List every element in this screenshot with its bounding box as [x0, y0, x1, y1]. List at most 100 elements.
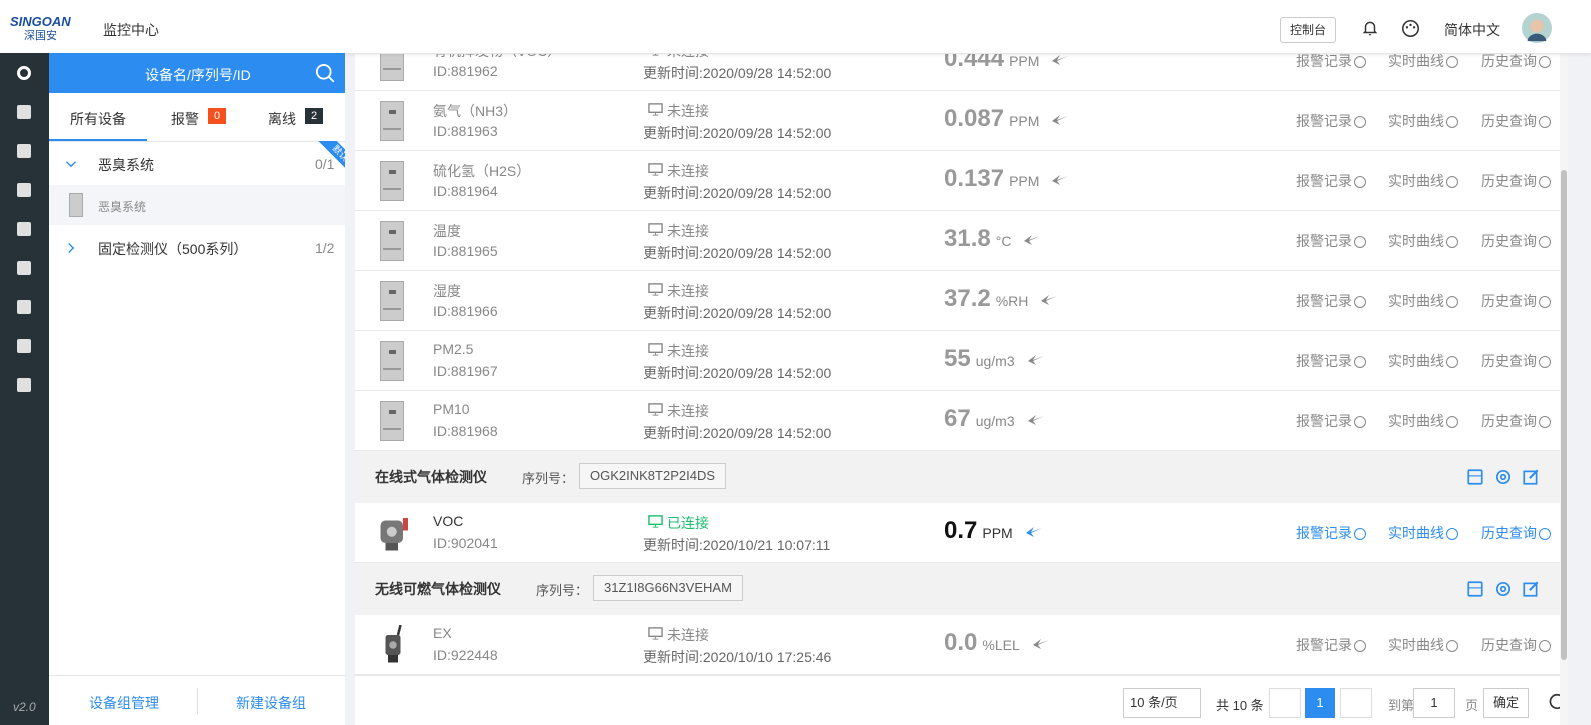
nav-icon[interactable] [17, 105, 31, 119]
action-link[interactable]: 报警记录 [1296, 635, 1366, 655]
action-link[interactable]: 历史查询 [1481, 523, 1551, 543]
action-link[interactable]: 历史查询 [1481, 51, 1551, 71]
edit-icon[interactable] [1522, 580, 1540, 598]
device-icon-detail [389, 170, 396, 174]
notification-icon[interactable] [1361, 19, 1379, 37]
group-title: 无线可燃气体检测仪 [375, 581, 501, 597]
nav-icon[interactable] [17, 66, 31, 80]
action-link[interactable]: 历史查询 [1481, 231, 1551, 251]
status-icon [648, 514, 663, 529]
update-time: 更新时间:2020/09/28 14:52:00 [643, 305, 832, 321]
device-icon [380, 401, 404, 441]
settings-icon[interactable] [1494, 580, 1512, 598]
action-link[interactable]: 历史查询 [1481, 351, 1551, 371]
trend-icon [1040, 293, 1058, 305]
page-size-select[interactable]: 10 条/页 [1123, 688, 1201, 718]
nav-icon[interactable] [17, 222, 31, 236]
group-row[interactable]: 恶臭系统 0/1 默认 [49, 141, 345, 185]
expand-icon [65, 241, 77, 253]
action-link[interactable]: 报警记录 [1296, 523, 1366, 543]
search-icon[interactable] [315, 63, 335, 83]
device-id: ID:902041 [433, 535, 498, 551]
action-link[interactable]: 历史查询 [1481, 111, 1551, 131]
tab[interactable]: 离线 [268, 111, 296, 127]
trend-icon [1051, 173, 1069, 185]
device-id: ID:881966 [433, 303, 498, 319]
edit-icon[interactable] [1522, 468, 1540, 486]
group-child[interactable]: 恶臭系统 [49, 185, 345, 225]
device-name: 硫化氢（H2S） [433, 163, 531, 179]
console-button[interactable]: 控制台 [1280, 17, 1337, 43]
action-link[interactable]: 报警记录 [1296, 171, 1366, 191]
device-id: ID:881967 [433, 363, 498, 379]
device-name: EX [433, 625, 452, 641]
theme-icon[interactable] [1401, 19, 1420, 38]
nav-icon[interactable] [17, 261, 31, 275]
action-link[interactable]: 实时曲线 [1388, 51, 1458, 71]
action-link[interactable]: 实时曲线 [1388, 231, 1458, 251]
tab[interactable]: 报警 [171, 111, 199, 127]
action-link[interactable]: 历史查询 [1481, 291, 1551, 311]
reading-unit: PPM [1009, 173, 1040, 189]
action-link[interactable]: 报警记录 [1296, 51, 1366, 71]
reading: 0.0 %LEL [944, 629, 1050, 657]
action-link[interactable]: 实时曲线 [1388, 523, 1458, 543]
device-icon-detail [383, 128, 401, 130]
group-header: 无线可燃气体检测仪 序列号： 31Z1I8G66N3VEHAM [355, 563, 1560, 616]
action-link[interactable]: 实时曲线 [1388, 635, 1458, 655]
trend-icon [1027, 413, 1045, 425]
current-page[interactable]: 1 [1305, 688, 1335, 718]
page-title: 监控中心 [103, 22, 159, 38]
device-icon [380, 281, 404, 321]
action-link[interactable]: 实时曲线 [1388, 411, 1458, 431]
group-title: 在线式气体检测仪 [375, 469, 487, 485]
device-icon [380, 161, 404, 201]
nav-icon[interactable] [17, 339, 31, 353]
action-link[interactable]: 报警记录 [1296, 351, 1366, 371]
device-icon-detail [383, 248, 401, 250]
confirm-button[interactable]: 确定 [1483, 688, 1529, 718]
settings-icon[interactable] [1494, 468, 1512, 486]
action-link[interactable]: 报警记录 [1296, 291, 1366, 311]
group-count: 1/2 [315, 240, 335, 256]
device-icon-detail [389, 290, 396, 294]
action-link[interactable]: 历史查询 [1481, 635, 1551, 655]
action-link[interactable]: 实时曲线 [1388, 111, 1458, 131]
action-link[interactable]: 历史查询 [1481, 171, 1551, 191]
group-row[interactable]: 固定检测仪（500系列） 1/2 [49, 225, 345, 269]
connection-status: 已连接 [667, 515, 709, 531]
language-select[interactable]: 简体中文 [1444, 22, 1500, 38]
action-link[interactable]: 报警记录 [1296, 411, 1366, 431]
nav-icon[interactable] [17, 144, 31, 158]
action-link[interactable]: 报警记录 [1296, 231, 1366, 251]
action-icon [1446, 176, 1458, 189]
nav-icon[interactable] [17, 378, 31, 392]
nav-icon[interactable] [17, 183, 31, 197]
search-placeholder[interactable]: 设备名/序列号/ID [145, 67, 251, 83]
action-icon [1539, 416, 1551, 429]
device-panel: 设备名/序列号/ID 所有设备 报警 0 离线 2 恶臭系统 0/1 默认 恶臭系统 固定检测仪（5… [49, 53, 345, 725]
device-list: 有机挥发物（VOC）ID:881962未连接更新时间:2020/09/28 14… [355, 0, 1565, 725]
nav-icon[interactable] [17, 300, 31, 314]
footer-link[interactable]: 设备组管理 [89, 695, 159, 711]
action-link[interactable]: 实时曲线 [1388, 351, 1458, 371]
save-icon[interactable] [1466, 580, 1484, 598]
tab[interactable]: 所有设备 [70, 111, 126, 127]
reading-unit: %LEL [982, 637, 1020, 653]
footer-link[interactable]: 新建设备组 [236, 695, 306, 711]
device-icon [380, 221, 404, 261]
action-icon [1354, 356, 1366, 369]
action-link[interactable]: 实时曲线 [1388, 291, 1458, 311]
nav-sidebar: v2.0 [0, 53, 49, 725]
goto-input[interactable]: 1 [1413, 688, 1455, 718]
action-link[interactable]: 实时曲线 [1388, 171, 1458, 191]
save-icon[interactable] [1466, 468, 1484, 486]
connection-status: 未连接 [667, 163, 709, 179]
prev-button[interactable] [1269, 688, 1301, 718]
device-id: ID:881964 [433, 183, 498, 199]
action-link[interactable]: 历史查询 [1481, 411, 1551, 431]
group-header: 在线式气体检测仪 序列号： OGK2INK8T2P2I4DS [355, 451, 1560, 504]
user-avatar[interactable] [1522, 13, 1552, 43]
next-button[interactable] [1340, 688, 1372, 718]
action-link[interactable]: 报警记录 [1296, 111, 1366, 131]
